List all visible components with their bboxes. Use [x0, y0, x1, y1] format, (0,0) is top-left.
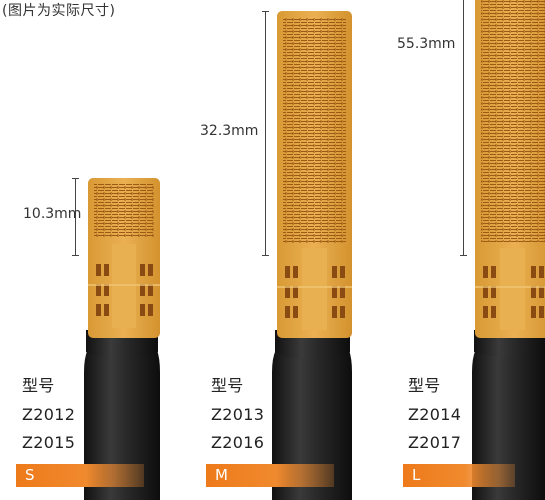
model-number: Z2017 — [408, 433, 462, 452]
size-badge-m: M — [206, 464, 334, 487]
dimension-line-m — [265, 11, 266, 255]
model-number: Z2016 — [211, 433, 265, 452]
model-number: Z2015 — [22, 433, 76, 452]
dimension-label-l: 55.3mm — [397, 36, 456, 52]
size-badge-l: L — [403, 464, 515, 487]
sensor-s — [84, 178, 160, 500]
model-number: Z2013 — [211, 404, 265, 424]
model-block-m: 型号 Z2013 Z2016 — [211, 372, 264, 458]
model-title: 型号 — [408, 376, 441, 395]
sensor-l — [472, 0, 545, 500]
dimension-tick-m-bottom — [262, 255, 269, 256]
dimension-tick-s-bottom — [72, 255, 79, 256]
dimension-tick-m-top — [262, 11, 269, 12]
sensor-m — [272, 11, 352, 500]
dimension-tick-s-top — [72, 178, 79, 179]
model-number: Z2014 — [408, 404, 462, 424]
model-number: Z2012 — [22, 404, 76, 424]
size-badge-s: S — [16, 464, 144, 487]
dimension-label-s: 10.3mm — [23, 206, 82, 222]
dimension-label-m: 32.3mm — [200, 123, 259, 139]
model-title: 型号 — [211, 376, 244, 395]
model-block-s: 型号 Z2012 Z2015 — [22, 372, 75, 458]
size-note: (图片为实际尺寸) — [2, 3, 116, 19]
model-title: 型号 — [22, 376, 55, 395]
dimension-tick-l-bottom — [460, 255, 467, 256]
dimension-line-s — [75, 178, 76, 255]
model-block-l: 型号 Z2014 Z2017 — [408, 372, 461, 458]
dimension-line-l — [463, 0, 464, 255]
